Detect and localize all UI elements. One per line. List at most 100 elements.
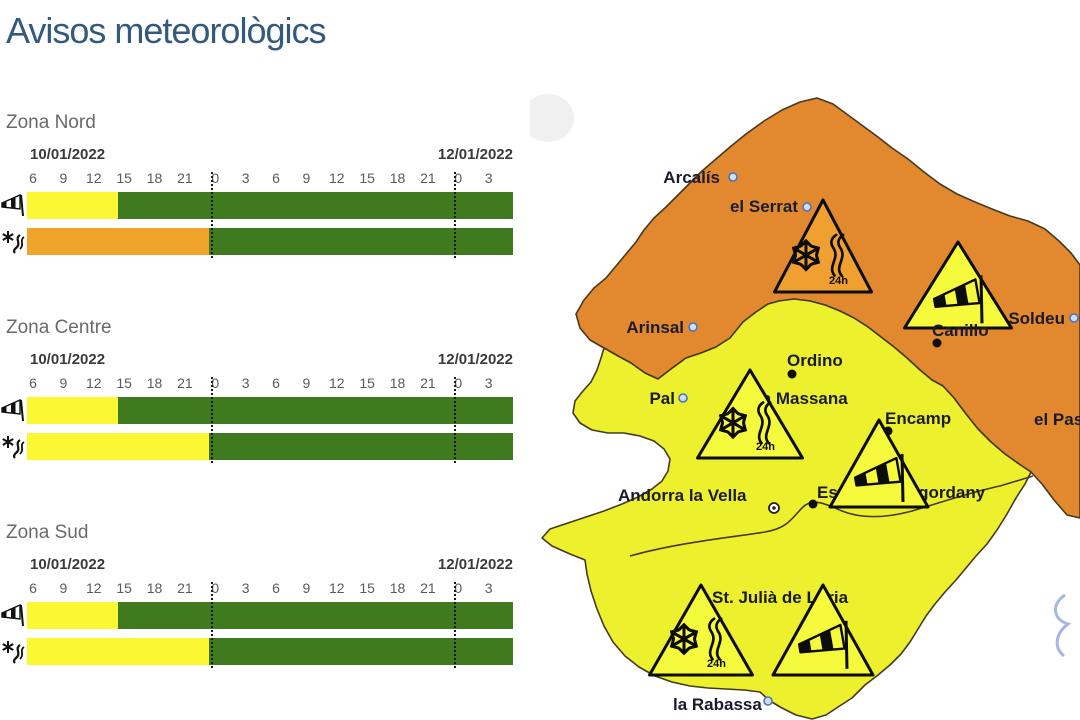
- timeline-tick-label: 15: [116, 580, 132, 596]
- day-boundary-dotted-line: [454, 582, 457, 668]
- andorra-warning-map: Arcalís el Serrat Arinsal Soldeu Ordino Pal la…: [530, 94, 1080, 720]
- map-place-label: Soldeu: [1008, 309, 1065, 328]
- timeline-tick-label: 18: [146, 170, 163, 186]
- warning-segment-yellow: [27, 192, 119, 219]
- timeline-tick-label: 21: [420, 170, 436, 186]
- timeline-tick-label: 15: [359, 580, 375, 596]
- timeline-tick-label: 9: [59, 375, 68, 391]
- warning-triangle-windsock: [771, 583, 875, 677]
- map-place-ordino: Ordino: [787, 351, 843, 379]
- map-place-label: el Pas: [1034, 410, 1080, 429]
- village-marker-icon: [802, 202, 812, 212]
- timeline-tick-label: 12: [328, 375, 345, 391]
- town-marker-icon: [932, 338, 942, 348]
- day-boundary-dotted-line: [211, 172, 214, 258]
- village-marker-icon: [688, 322, 698, 332]
- timeline-tick-label: 9: [302, 580, 311, 596]
- timeline-tick-label: 18: [146, 580, 163, 596]
- day-boundary-dotted-line: [211, 582, 214, 668]
- timeline-tick-label: 18: [389, 375, 406, 391]
- warning-triangle-windsock: [903, 240, 1013, 330]
- timeline-tick-label: 9: [59, 580, 68, 596]
- map-place-la-massana: la Massana: [757, 389, 848, 408]
- timeline-end-date: 12/01/2022: [437, 556, 513, 573]
- timeline-tick-label: 9: [302, 375, 311, 391]
- town-marker-icon: [808, 499, 818, 509]
- village-marker-icon: [763, 696, 773, 706]
- timeline-tick-label: 3: [241, 375, 250, 391]
- map-place-pal: Pal: [649, 389, 688, 408]
- warning-triangle-snow-24h: 24h: [773, 198, 873, 294]
- village-marker-icon: [1069, 313, 1079, 323]
- badge-24h: 24h: [707, 658, 726, 670]
- timeline-tick-label: 21: [177, 375, 193, 391]
- warning-bar-snow: [27, 638, 513, 665]
- zone-block-zona-nord: Zona Nord 10/01/2022 12/01/2022 6 9 12 15 18 21 0…: [0, 112, 530, 272]
- wind-sock-icon: [1, 398, 27, 423]
- wind-sock-icon: [797, 620, 849, 669]
- zone-block-zona-sud: Zona Sud 10/01/2022 12/01/2022 6 9 12 15 18 21 0 3…: [0, 522, 530, 682]
- timeline-tick-label: 18: [146, 375, 163, 391]
- warning-triangle-shape: [903, 240, 1013, 330]
- zone-timeline: 10/01/2022 12/01/2022 6 9 12 15 18 21 0 3 6 9 12 15 18…: [27, 556, 513, 672]
- timeline-tick-label: 0: [211, 375, 220, 391]
- snowflake-icon: [791, 238, 821, 272]
- timeline-tick-label: 21: [177, 170, 193, 186]
- zone-timeline: 10/01/2022 12/01/2022 6 9 12 15 18 21 0 3 6 9 12 15 18…: [27, 351, 513, 467]
- warning-segment-yellow: [27, 602, 119, 629]
- timeline-tick-label: 12: [85, 170, 102, 186]
- timeline-tick-label: 3: [484, 375, 493, 391]
- timeline-tick-label: 21: [420, 580, 436, 596]
- timeline-tick-label: 3: [241, 580, 250, 596]
- snow-warning-icon: [1, 640, 27, 664]
- map-zone-centre-sud: [541, 298, 1032, 720]
- decorative-squiggle: [1054, 593, 1072, 658]
- wind-sock-icon: [853, 453, 905, 502]
- timeline-tick-label: 0: [211, 170, 220, 186]
- map-place-andorra-la-vella: Andorra la Vella: [618, 486, 780, 514]
- zone-block-zona-centre: Zona Centre 10/01/2022 12/01/2022 6 9 12 15 18 2…: [0, 317, 530, 477]
- village-marker-icon: [678, 393, 688, 403]
- timeline-tick-label: 12: [328, 170, 345, 186]
- timeline-tick-label: 15: [359, 375, 375, 391]
- map-place-label: Canillo: [932, 321, 989, 340]
- day-boundary-dotted-line: [454, 377, 457, 463]
- badge-24h: 24h: [756, 441, 775, 453]
- page-title: Avisos meteorològics: [6, 10, 326, 51]
- warning-triangle-windsock: [828, 418, 930, 509]
- timeline-tick-label: 3: [241, 170, 250, 186]
- warning-segment-green: [209, 638, 513, 665]
- map-place-label: la Massana: [757, 389, 848, 408]
- timeline-tick-label: 6: [29, 580, 37, 596]
- map-place-label: Arcalís: [663, 168, 720, 187]
- map-place-label: Andorra la Vella: [618, 486, 747, 505]
- warning-segment-yellow: [27, 397, 119, 424]
- village-marker-icon: [728, 172, 738, 182]
- timeline-start-date: 10/01/2022: [30, 146, 106, 163]
- timeline-tick-label: 12: [85, 375, 102, 391]
- timeline-end-date: 12/01/2022: [437, 351, 513, 368]
- badge-24h: 24h: [829, 275, 848, 287]
- map-place-label: el Serrat: [730, 197, 798, 216]
- timeline-tick-label: 3: [484, 580, 493, 596]
- warning-segment-green: [118, 192, 513, 219]
- snow-warning-icon: [1, 435, 27, 459]
- day-boundary-dotted-line: [211, 377, 214, 463]
- timeline-tick-label: 15: [359, 170, 375, 186]
- map-place-label: Ordino: [787, 351, 843, 370]
- timeline-tick-label: 6: [272, 170, 280, 186]
- map-centre-sud-border: [629, 475, 1034, 557]
- timeline-start-date: 10/01/2022: [30, 351, 106, 368]
- snowflake-icon: [669, 622, 699, 656]
- zone-timeline: 10/01/2022 12/01/2022 6 9 12 15 18 21 0 3 6 9 12 15 18…: [27, 146, 513, 262]
- timeline-tick-label: 9: [302, 170, 311, 186]
- snowflake-icon: [718, 406, 748, 440]
- timeline-tick-label: 21: [420, 375, 436, 391]
- timeline-tick-label: 15: [116, 170, 132, 186]
- warning-bar-windsock: [27, 397, 513, 424]
- winding-road-icon: [708, 617, 723, 661]
- timeline-tick-label: 12: [85, 580, 102, 596]
- wind-sock-icon: [1, 603, 27, 628]
- map-place-la-rabassa: la Rabassa: [673, 695, 773, 714]
